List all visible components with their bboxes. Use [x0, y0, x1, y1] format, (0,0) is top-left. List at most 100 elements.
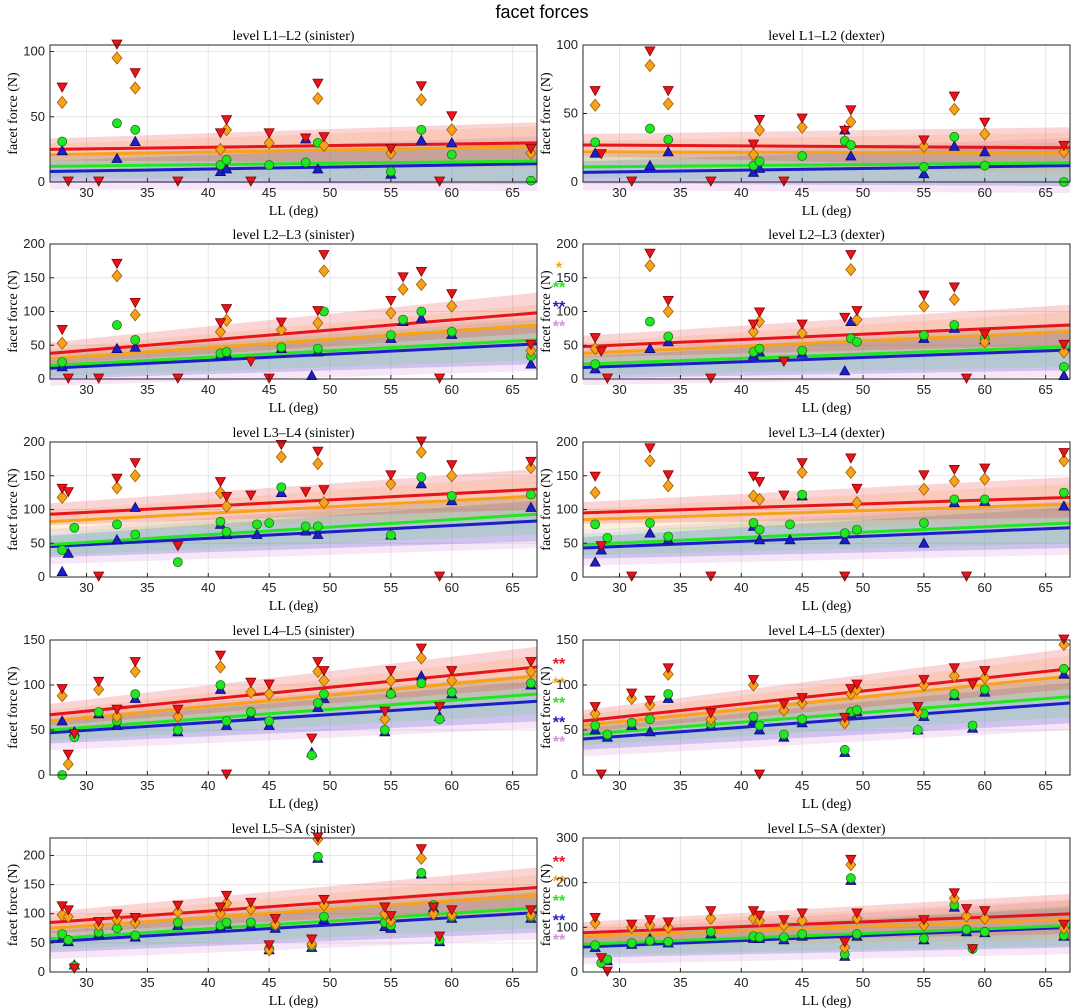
data-point-red	[220, 890, 233, 902]
data-point-red	[839, 312, 851, 324]
data-point-blue	[111, 342, 123, 354]
data-point-green	[93, 707, 104, 717]
data-point-green	[434, 714, 445, 725]
data-point-orange	[754, 123, 766, 137]
data-point-green	[839, 744, 850, 755]
data-point-red	[269, 914, 281, 925]
data-point-green	[1059, 487, 1069, 498]
data-point-red	[306, 733, 318, 744]
y-tick-label: 150	[23, 468, 45, 483]
data-point-red	[626, 919, 638, 930]
data-point-green	[645, 123, 655, 134]
data-point-red	[318, 894, 330, 906]
data-point-blue	[56, 565, 68, 576]
data-point-red	[589, 913, 601, 924]
x-axis-label: LL (deg)	[269, 797, 319, 812]
data-point-red	[275, 439, 288, 451]
data-point-green	[319, 911, 329, 922]
panel-1: 30 35 40 45 50 55 60 65 0 50 100 level L1–L2 (sinis…	[6, 29, 538, 219]
data-point-blue	[839, 534, 851, 545]
x-tick-label: 60	[445, 382, 459, 397]
x-tick-label: 65	[505, 975, 519, 990]
data-point-orange	[918, 482, 930, 496]
data-point-green	[919, 162, 929, 172]
data-point-blue	[979, 146, 991, 157]
confidence-band-green	[50, 140, 537, 182]
data-point-orange	[979, 472, 991, 486]
data-point-red	[129, 68, 141, 79]
data-point-blue	[251, 528, 263, 539]
data-point-green	[112, 320, 122, 330]
data-point-orange	[979, 127, 991, 141]
x-tick-label: 65	[505, 185, 519, 200]
data-point-orange	[129, 664, 141, 679]
y-tick-label: 100	[556, 304, 578, 319]
data-point-blue	[753, 534, 766, 545]
data-point-red	[966, 944, 979, 955]
data-point-green	[785, 519, 795, 530]
x-tick-label: 50	[856, 185, 870, 200]
x-tick-label: 65	[1038, 778, 1052, 793]
data-point-red	[446, 111, 458, 122]
y-tick-label: 100	[23, 502, 45, 517]
data-point-green	[526, 489, 536, 500]
data-point-green	[385, 166, 396, 177]
data-point-green	[645, 518, 655, 528]
data-point-green	[590, 940, 601, 951]
x-tick-label: 55	[917, 778, 931, 793]
data-point-orange	[62, 910, 74, 924]
data-point-green	[416, 868, 427, 878]
data-point-orange	[56, 336, 68, 350]
x-tick-label: 55	[384, 185, 398, 200]
data-point-red	[172, 704, 184, 716]
data-point-red	[644, 915, 656, 926]
data-point-red	[644, 695, 656, 707]
x-tick-label: 30	[612, 778, 626, 793]
panel-2: 30 35 40 45 50 55 60 65 0 50 100 level L1–L2 (dexte…	[539, 29, 1071, 219]
data-point-red	[595, 346, 607, 357]
data-point-green	[300, 521, 311, 532]
data-point-orange	[427, 907, 440, 921]
data-point-green	[526, 175, 536, 186]
x-axis-label: LL (deg)	[269, 401, 319, 416]
x-tick-label: 40	[734, 975, 748, 990]
y-tick-label: 50	[564, 722, 578, 737]
data-point-red	[644, 443, 656, 454]
y-tick-label: 0	[38, 964, 45, 979]
data-point-orange	[318, 673, 330, 688]
data-point-blue	[111, 534, 123, 545]
data-point-blue	[220, 163, 233, 174]
data-point-green	[312, 521, 323, 532]
confidence-band-red	[50, 867, 537, 934]
data-point-orange	[245, 685, 257, 699]
fit-line-orange	[49, 674, 538, 723]
data-point-red	[979, 329, 991, 340]
data-point-orange	[948, 474, 960, 488]
confidence-band-red	[583, 304, 1070, 358]
data-point-red	[1058, 140, 1070, 152]
x-tick-label: 30	[79, 778, 93, 793]
data-point-red	[62, 905, 74, 916]
data-point-green	[385, 330, 396, 341]
data-point-green	[221, 917, 232, 928]
y-axis-label: facet force (N)	[539, 72, 554, 155]
data-point-red	[839, 937, 851, 948]
data-point-blue	[1058, 369, 1070, 381]
data-point-red	[839, 712, 851, 724]
x-tick-label: 40	[734, 580, 748, 595]
data-point-green	[379, 725, 390, 735]
data-point-orange	[275, 323, 287, 337]
x-tick-label: 65	[505, 382, 519, 397]
data-point-red	[427, 902, 440, 913]
panel-title: level L1–L2 (sinister)	[232, 29, 354, 44]
confidence-band-orange	[583, 483, 1070, 531]
data-point-red	[129, 657, 141, 668]
data-point-red	[948, 91, 961, 102]
x-tick-label: 40	[201, 580, 215, 595]
data-point-orange	[662, 479, 674, 493]
data-point-red	[644, 248, 656, 259]
data-point-blue	[589, 556, 601, 567]
fit-line-blue	[49, 699, 538, 735]
data-point-green	[754, 343, 765, 354]
y-axis-label: facet force (N)	[539, 468, 554, 551]
